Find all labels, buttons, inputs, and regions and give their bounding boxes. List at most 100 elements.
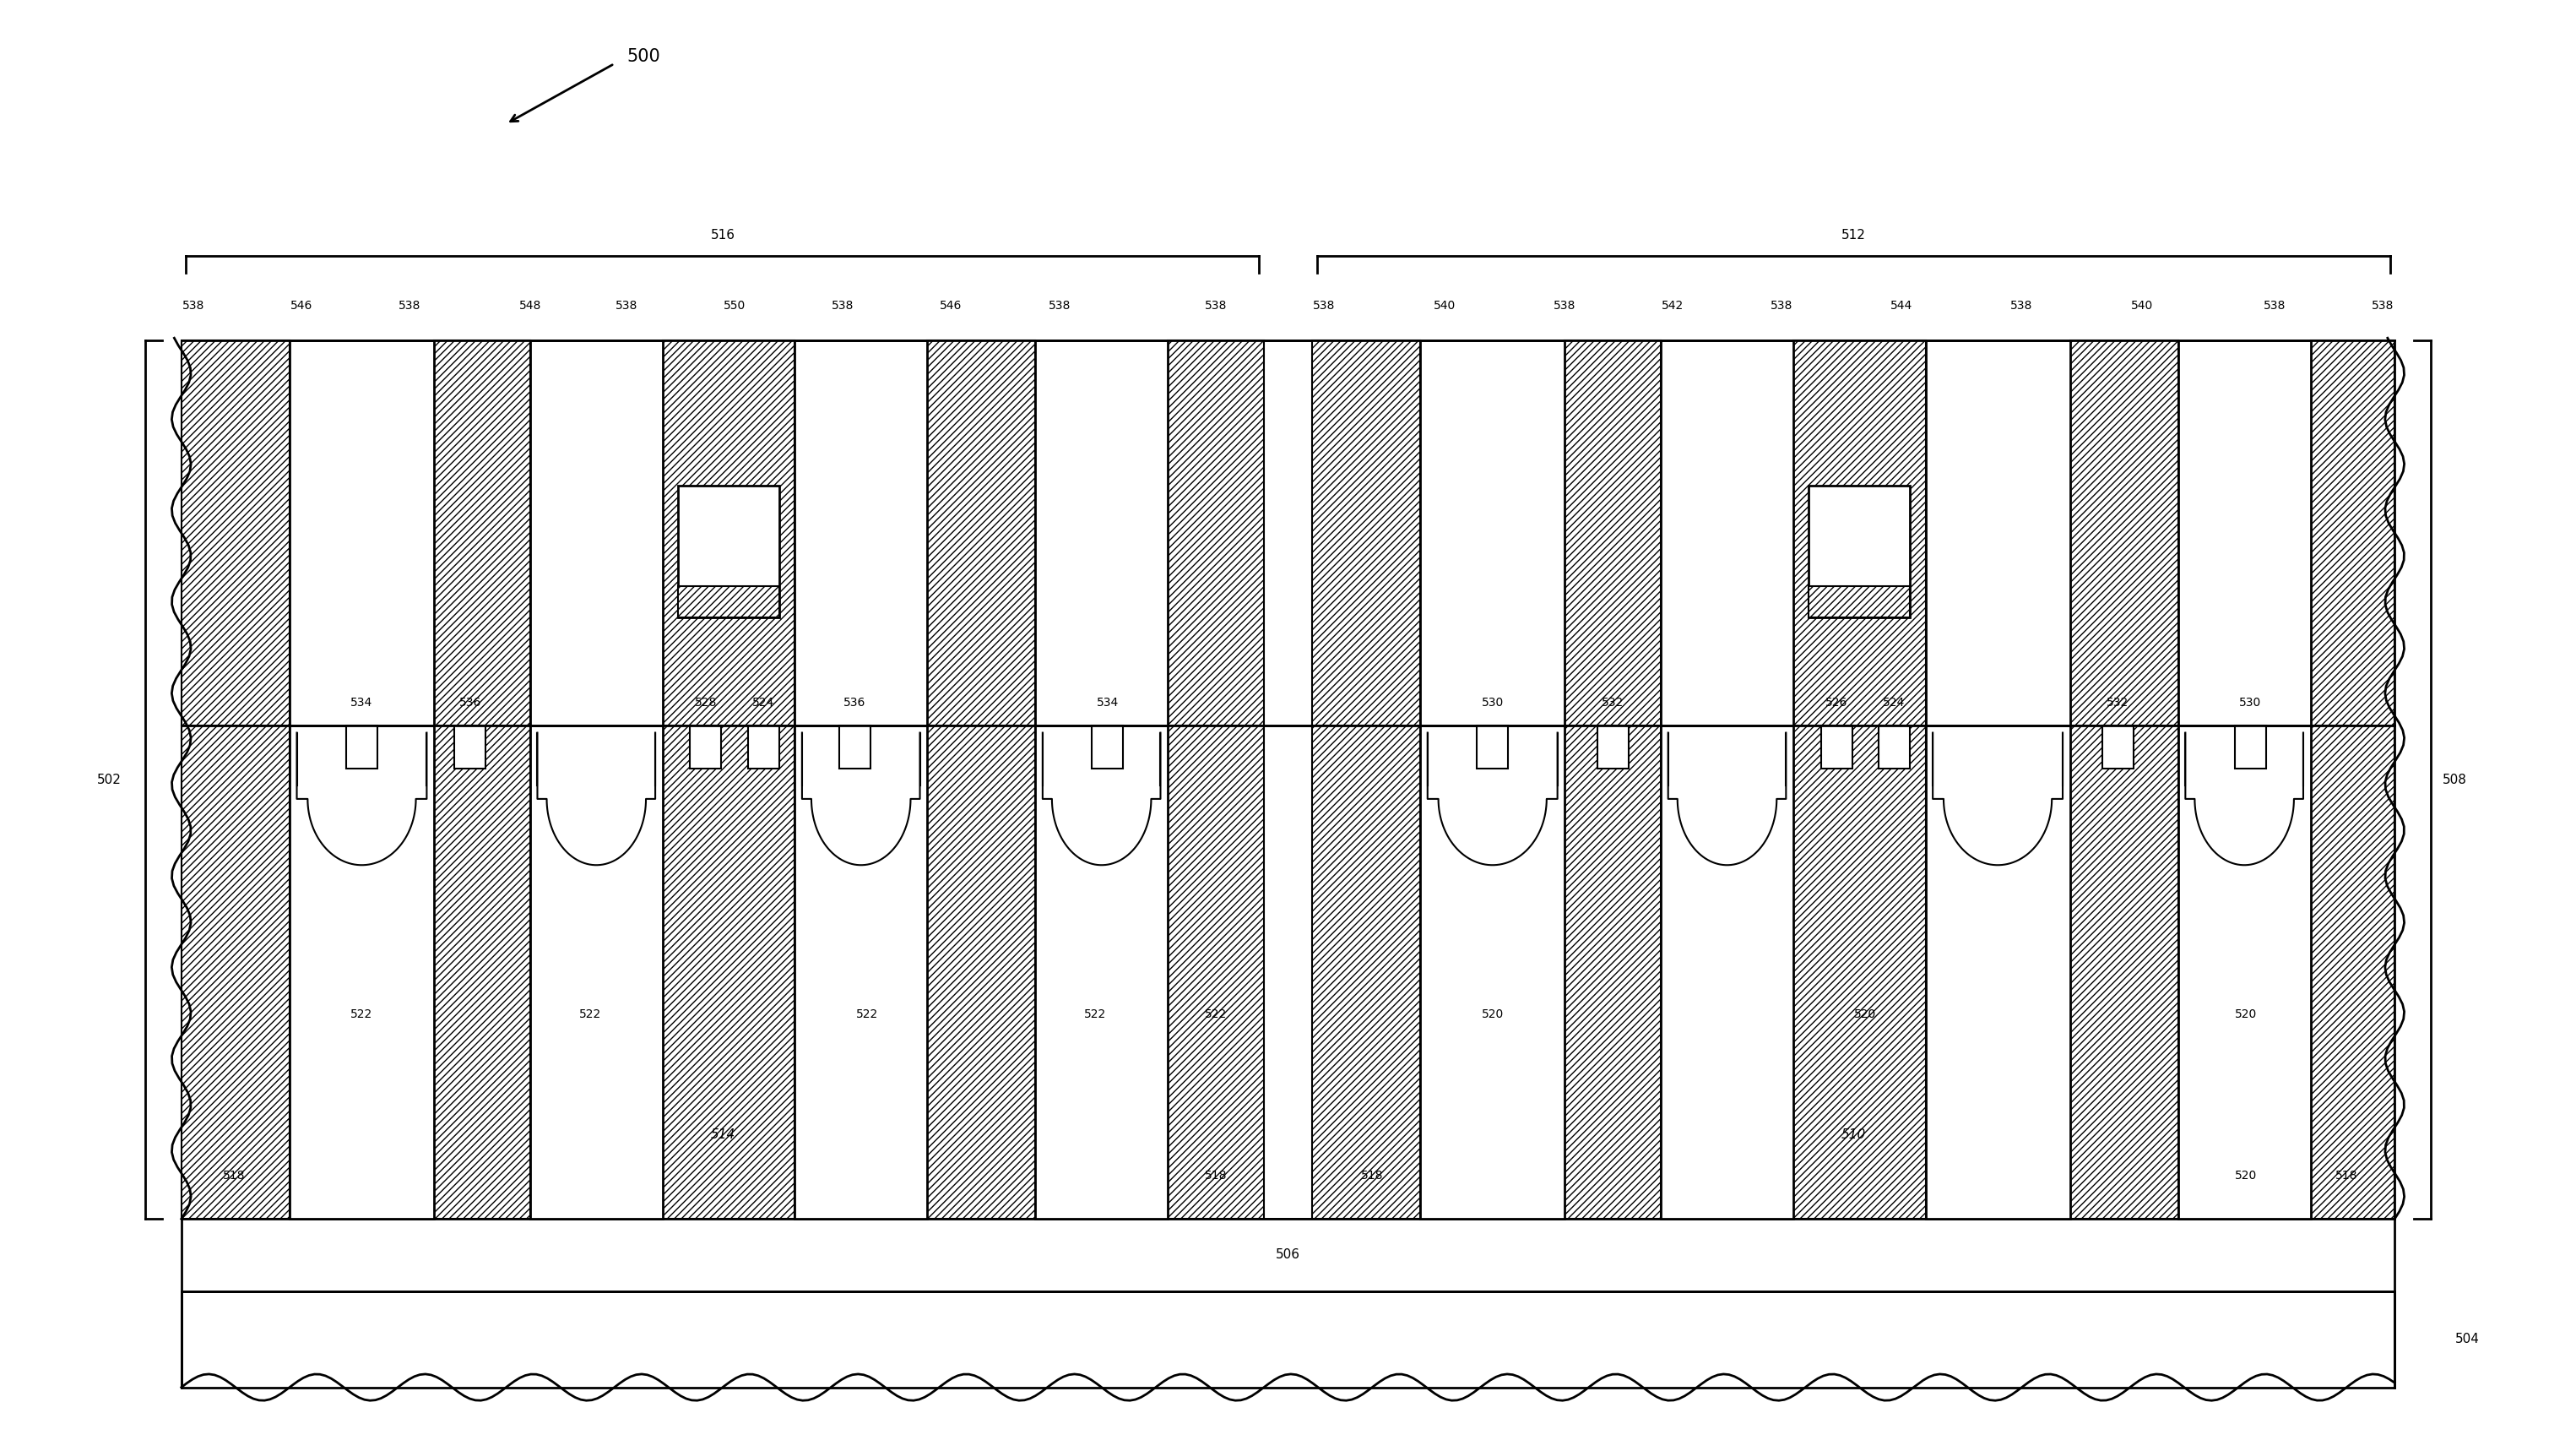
Bar bbox=[690, 726, 721, 769]
Bar bbox=[180, 726, 289, 1219]
Bar bbox=[180, 726, 2396, 1219]
Bar bbox=[180, 1219, 2396, 1291]
Bar bbox=[1564, 341, 1662, 726]
Text: 526: 526 bbox=[1826, 696, 1847, 708]
Bar bbox=[927, 726, 1036, 1219]
Text: 520: 520 bbox=[2233, 1170, 2257, 1181]
Text: 524: 524 bbox=[1883, 696, 1906, 708]
Bar bbox=[840, 726, 871, 769]
Bar bbox=[1793, 726, 1924, 1219]
Bar bbox=[1924, 726, 2071, 1219]
Bar bbox=[180, 341, 2396, 726]
Text: 538: 538 bbox=[1553, 300, 1577, 312]
Bar bbox=[180, 1291, 2396, 1387]
Bar bbox=[1924, 341, 2071, 726]
Text: 538: 538 bbox=[616, 300, 636, 312]
Bar bbox=[1311, 341, 1419, 726]
Text: 520: 520 bbox=[1481, 1008, 1504, 1020]
Text: 522: 522 bbox=[855, 1008, 878, 1020]
Text: 538: 538 bbox=[1314, 300, 1334, 312]
Text: 538: 538 bbox=[2264, 300, 2285, 312]
Bar bbox=[2179, 341, 2311, 726]
Bar bbox=[2102, 726, 2133, 769]
Text: 522: 522 bbox=[350, 1008, 374, 1020]
Bar bbox=[677, 485, 778, 618]
Bar bbox=[2311, 726, 2396, 1219]
Text: 532: 532 bbox=[1602, 696, 1623, 708]
Text: 538: 538 bbox=[1206, 300, 1226, 312]
Bar bbox=[927, 341, 1036, 726]
Text: 536: 536 bbox=[459, 696, 482, 708]
Bar bbox=[2071, 341, 2179, 726]
Text: 518: 518 bbox=[1360, 1170, 1383, 1181]
Text: 550: 550 bbox=[724, 300, 744, 312]
Bar bbox=[796, 341, 927, 726]
Text: 542: 542 bbox=[1662, 300, 1685, 312]
Bar bbox=[1793, 341, 1924, 726]
Bar bbox=[1419, 726, 1564, 1219]
Text: 546: 546 bbox=[291, 300, 312, 312]
Bar bbox=[2311, 341, 2396, 726]
Text: 518: 518 bbox=[2336, 1170, 2357, 1181]
Bar bbox=[796, 726, 927, 1219]
Text: 538: 538 bbox=[1770, 300, 1793, 312]
Text: 522: 522 bbox=[1206, 1008, 1226, 1020]
Text: 540: 540 bbox=[1432, 300, 1455, 312]
Text: 534: 534 bbox=[350, 696, 374, 708]
Bar bbox=[1808, 586, 1909, 618]
Text: 522: 522 bbox=[1084, 1008, 1108, 1020]
Text: 530: 530 bbox=[1481, 696, 1504, 708]
Text: 516: 516 bbox=[711, 229, 734, 242]
Bar bbox=[1311, 726, 1419, 1219]
Text: 538: 538 bbox=[2372, 300, 2393, 312]
Text: 502: 502 bbox=[98, 773, 121, 786]
Bar bbox=[1878, 726, 1909, 769]
Bar bbox=[2179, 726, 2311, 1219]
Bar bbox=[1662, 341, 1793, 726]
Bar bbox=[677, 586, 778, 618]
Text: 500: 500 bbox=[626, 48, 659, 65]
Bar bbox=[1476, 726, 1507, 769]
Text: 538: 538 bbox=[399, 300, 420, 312]
Text: 522: 522 bbox=[580, 1008, 600, 1020]
Bar bbox=[1167, 341, 1265, 726]
Bar bbox=[747, 726, 778, 769]
Bar bbox=[531, 726, 662, 1219]
Text: 520: 520 bbox=[2233, 1008, 2257, 1020]
Bar bbox=[1092, 726, 1123, 769]
Bar bbox=[1821, 726, 1852, 769]
Bar bbox=[433, 341, 531, 726]
Text: 548: 548 bbox=[518, 300, 541, 312]
Text: 546: 546 bbox=[940, 300, 963, 312]
Bar bbox=[662, 341, 796, 726]
Text: 506: 506 bbox=[1275, 1249, 1301, 1261]
Bar bbox=[1167, 726, 1265, 1219]
Text: 508: 508 bbox=[2442, 773, 2468, 786]
Text: 518: 518 bbox=[1206, 1170, 1226, 1181]
Bar bbox=[345, 726, 379, 769]
Text: 504: 504 bbox=[2455, 1333, 2478, 1345]
Text: 524: 524 bbox=[752, 696, 775, 708]
Text: 520: 520 bbox=[1855, 1008, 1875, 1020]
Text: 518: 518 bbox=[224, 1170, 245, 1181]
Bar bbox=[2236, 726, 2267, 769]
Text: 530: 530 bbox=[2239, 696, 2262, 708]
Bar bbox=[1808, 485, 1909, 618]
Text: 538: 538 bbox=[2012, 300, 2032, 312]
Text: 528: 528 bbox=[696, 696, 716, 708]
Bar bbox=[1564, 726, 1662, 1219]
Text: 538: 538 bbox=[832, 300, 855, 312]
Text: 534: 534 bbox=[1097, 696, 1118, 708]
Bar bbox=[1597, 726, 1628, 769]
Bar bbox=[289, 726, 433, 1219]
Text: 514: 514 bbox=[711, 1129, 734, 1140]
Bar bbox=[1419, 341, 1564, 726]
Text: 532: 532 bbox=[2107, 696, 2130, 708]
Bar bbox=[2071, 726, 2179, 1219]
Text: 544: 544 bbox=[1891, 300, 1911, 312]
Bar bbox=[453, 726, 487, 769]
Bar bbox=[289, 341, 433, 726]
Text: 510: 510 bbox=[1842, 1129, 1865, 1140]
Text: 538: 538 bbox=[1048, 300, 1072, 312]
Text: 512: 512 bbox=[1842, 229, 1865, 242]
